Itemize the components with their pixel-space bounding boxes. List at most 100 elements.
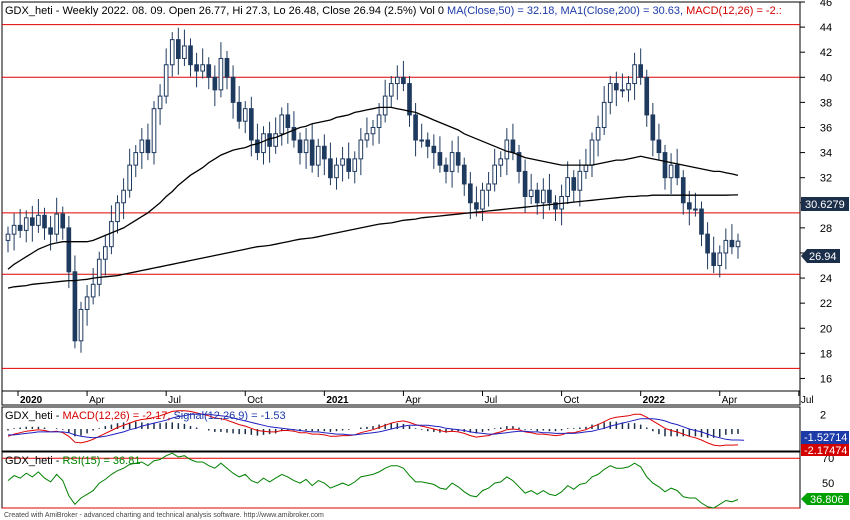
candle-body — [322, 145, 327, 160]
candle-body — [303, 139, 309, 154]
candle-body — [121, 189, 126, 204]
candle-body — [297, 139, 303, 154]
ma50-line — [7, 106, 739, 270]
rsi-panel-frame — [1, 451, 801, 509]
candle-body — [607, 83, 613, 103]
svg-text:26.94: 26.94 — [809, 251, 837, 263]
candle-body — [449, 152, 455, 172]
candle-body — [723, 239, 729, 254]
header-close: Close 26.94 (2.5%) — [322, 5, 416, 17]
candle-body — [200, 64, 205, 72]
macd-header-macd: MACD(12,26) = -2.17, — [62, 410, 170, 422]
svg-text:30.6279: 30.6279 — [805, 199, 845, 211]
candle-body — [54, 213, 59, 235]
price-x-tick-label: Jul — [485, 395, 498, 406]
header-date: 2022. 08. 09. — [101, 5, 165, 17]
macd-y-tick-label: 2 — [820, 409, 826, 421]
candle-body — [103, 246, 108, 260]
price-y-tick-label: 46 — [820, 0, 832, 9]
candle-body — [218, 57, 224, 91]
candle-body — [729, 239, 735, 248]
candle-body — [188, 45, 193, 66]
close-value-tag: 26.94 — [801, 249, 840, 263]
svg-text:36.806: 36.806 — [810, 494, 844, 506]
price-header: GDX_heti - Weekly 2022. 08. 09. Open 26.… — [5, 5, 782, 17]
price-horizontal-levels — [2, 24, 800, 369]
signal-value-tag: -1.52714 — [801, 431, 849, 444]
candle-body — [194, 64, 199, 72]
candle-body — [510, 139, 516, 154]
candle-body — [11, 224, 17, 235]
candle-body — [163, 64, 169, 97]
rsi-header: GDX_heti - RSI(15) = 36.81 — [5, 455, 140, 467]
candle-body — [157, 95, 163, 110]
candle-body — [169, 39, 175, 66]
price-candles — [5, 27, 741, 353]
price-x-tick-label: 2021 — [326, 395, 349, 406]
candle-body — [504, 139, 510, 160]
header-macd: MACD(12,26) = -2.: — [686, 5, 782, 17]
price-y-tick-label: 16 — [820, 373, 832, 385]
candle-body — [583, 164, 589, 172]
candle-body — [30, 217, 35, 226]
candle-body — [358, 139, 364, 160]
price-x-tick-label: 2022 — [643, 395, 666, 406]
candle-body — [17, 224, 23, 231]
header-ticker: GDX_heti — [5, 5, 53, 17]
price-x-tick-label: Apr — [722, 395, 738, 406]
candle-body — [145, 139, 151, 154]
header-ma50: MA(Close,50) = 32.18, — [447, 5, 557, 17]
rsi-line — [7, 452, 739, 509]
candle-body — [461, 164, 467, 185]
candle-body — [206, 64, 212, 78]
candle-body — [656, 139, 662, 154]
candle-body — [480, 189, 485, 210]
candle-body — [84, 296, 90, 310]
candle-body — [340, 158, 345, 166]
candle-body — [109, 221, 114, 248]
price-y-tick-label: 28 — [820, 223, 832, 235]
candle-body — [401, 76, 406, 85]
candle-body — [48, 227, 53, 235]
candle-body — [90, 283, 96, 298]
rsi-horizontal-levels — [2, 457, 800, 509]
candle-body — [662, 152, 668, 179]
candle-body — [632, 64, 637, 85]
candle-body — [735, 240, 741, 248]
candle-body — [668, 164, 674, 179]
candle-body — [364, 133, 370, 141]
price-y-tick-label: 32 — [820, 173, 832, 185]
macd-value-tag: -2.17474 — [801, 444, 849, 457]
rsi-y-axis: 70 50 — [822, 453, 834, 490]
price-x-tick-label: Jul — [801, 395, 814, 406]
candle-body — [78, 308, 84, 342]
candle-body — [498, 158, 504, 166]
candle-body — [687, 202, 692, 210]
candle-body — [182, 45, 187, 59]
price-y-tick-label: 42 — [820, 47, 832, 59]
candle-body — [42, 214, 47, 229]
candle-body — [565, 177, 570, 197]
candle-body — [261, 133, 266, 154]
candle-body — [693, 208, 698, 211]
candle-body — [620, 89, 625, 92]
candle-body — [382, 95, 388, 116]
macd-header-ticker: GDX_heti - — [5, 410, 60, 422]
candle-body — [492, 164, 497, 185]
rsi-value-tag: 36.806 — [801, 493, 849, 506]
rsi-header-value: RSI(15) = 36.81 — [62, 455, 140, 467]
candle-body — [315, 145, 321, 166]
candle-body — [242, 108, 248, 122]
candle-body — [72, 271, 78, 342]
price-y-tick-label: 40 — [820, 72, 832, 84]
candle-body — [151, 108, 157, 154]
price-x-tick-label: Apr — [89, 395, 105, 406]
header-ma200: MA1(Close,200) = 30.63, — [560, 5, 683, 17]
candle-body — [279, 114, 285, 135]
candle-body — [255, 139, 260, 154]
macd-line — [7, 410, 739, 447]
header-period: Weekly — [63, 5, 99, 17]
candle-body — [437, 152, 443, 166]
candle-body — [577, 170, 583, 191]
